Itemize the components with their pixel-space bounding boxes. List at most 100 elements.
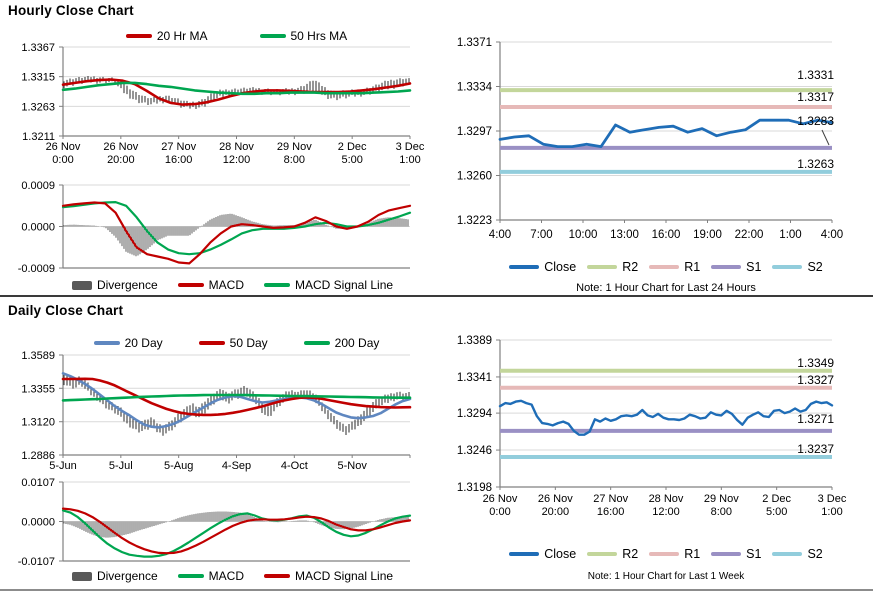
legend-label: Divergence — [96, 569, 158, 583]
x-axis-label: 4-Oct — [281, 460, 308, 472]
legend-item-divergence: Divergence — [71, 278, 158, 292]
x-axis-label: 5:00 — [766, 506, 787, 518]
x-axis-label: 28 Nov — [649, 493, 684, 505]
y-axis-label: 0.0107 — [21, 477, 55, 489]
legend-label: 200 Day — [334, 336, 380, 350]
legend-line-swatch-icon — [125, 34, 152, 38]
x-axis-label: 7:00 — [530, 229, 552, 241]
legend-item-macd: MACD — [177, 569, 244, 583]
x-axis-label: 5-Aug — [164, 460, 193, 472]
x-axis-label: 20:00 — [542, 506, 570, 518]
x-axis-label: 1:00 — [779, 229, 801, 241]
legend-item-close: Close — [509, 260, 576, 274]
series-line-20-day — [61, 371, 412, 429]
x-axis-label: 2 Dec — [762, 493, 791, 505]
legend-label: MACD Signal Line — [295, 278, 394, 292]
x-axis-label: 5-Nov — [337, 460, 367, 472]
x-axis-label: 26 Nov — [483, 493, 518, 505]
x-axis-label: 2 Dec — [338, 141, 367, 153]
legend-item-divergence: Divergence — [71, 569, 158, 583]
legend-label: 50 Hrs MA — [290, 29, 348, 43]
legend-line-swatch-icon — [711, 265, 742, 269]
x-axis-label: 1:00 — [399, 154, 420, 166]
legend-label: MACD — [208, 278, 244, 292]
x-axis-label: 26 Nov — [46, 141, 81, 153]
y-axis-label: 1.3389 — [457, 335, 492, 347]
legend-line-swatch-icon — [772, 265, 803, 269]
y-axis-label: 0.0000 — [21, 517, 55, 529]
x-axis-label: 16:00 — [165, 154, 193, 166]
x-axis-label: 0:00 — [489, 506, 510, 518]
y-axis-label: 1.3246 — [457, 445, 492, 457]
x-axis-label: 28 Nov — [219, 141, 254, 153]
daily-pivot-legend: Close R2 R1 S1 S2 — [496, 547, 836, 561]
legend-line-swatch-icon — [177, 574, 204, 578]
x-axis-label: 16:00 — [597, 506, 625, 518]
legend-label: S2 — [807, 260, 823, 274]
hourly-pivot-chart: 1.3371 1.3334 1.3297 1.3260 1.3223 4:00 7:00 10… — [457, 37, 843, 241]
hourly-macd-legend: Divergence MACD MACD Signal Line — [55, 278, 410, 292]
legend-label: MACD — [208, 569, 244, 583]
legend-label: R2 — [622, 260, 639, 274]
y-axis-label: 1.2886 — [21, 450, 55, 462]
x-axis-label: 5-Jun — [49, 460, 77, 472]
legend-item-r1: R1 — [649, 547, 700, 561]
hourly-macd-chart: 0.0009 0.0000 -0.0009 — [18, 180, 412, 275]
x-axis-label: 26 Nov — [103, 141, 138, 153]
y-axis-label: 1.3211 — [22, 131, 55, 143]
y-axis-label: 1.3367 — [21, 42, 55, 54]
y-axis-label: 1.3223 — [457, 215, 492, 227]
pivot-value-label-s1: 1.3283 — [797, 114, 834, 128]
legend-line-swatch-icon — [177, 283, 204, 287]
pivot-value-label-r2: 1.3331 — [797, 68, 834, 82]
legend-item-s1: S1 — [711, 547, 761, 561]
pivot-callout-line — [821, 129, 830, 146]
x-axis-label: 29 Nov — [704, 493, 739, 505]
legend-label: R1 — [684, 547, 701, 561]
legend-item-200-day: 200 Day — [303, 336, 380, 350]
hourly-pivot-legend: Close R2 R1 S1 S2 — [496, 260, 836, 274]
x-axis-label: 27 Nov — [593, 493, 628, 505]
legend-line-swatch-icon — [649, 552, 680, 556]
pivot-value-label-s2: 1.3237 — [797, 442, 834, 456]
y-axis-label: 1.3341 — [457, 372, 492, 384]
y-axis-label: 0.0009 — [21, 180, 55, 192]
legend-item-close: Close — [509, 547, 576, 561]
pivot-value-label-r2: 1.3349 — [797, 356, 834, 370]
legend-line-swatch-icon — [509, 265, 540, 269]
legend-label: 20 Hr MA — [156, 29, 208, 43]
series-line-macd — [61, 509, 412, 558]
legend-line-swatch-icon — [259, 34, 286, 38]
legend-line-swatch-icon — [93, 341, 120, 345]
legend-item-20-hr-ma: 20 Hr MA — [125, 29, 208, 43]
daily-pivot-note: Note: 1 Hour Chart for Last 1 Week — [587, 571, 745, 582]
x-axis-label: 16:00 — [652, 229, 681, 241]
daily-section-title: Daily Close Chart — [8, 303, 124, 318]
x-axis-label: 1:00 — [821, 506, 842, 518]
x-axis-label: 20:00 — [107, 154, 135, 166]
hourly-close-legend: 20 Hr MA 50 Hrs MA — [63, 29, 410, 43]
legend-label: R2 — [622, 547, 639, 561]
legend-line-swatch-icon — [587, 552, 618, 556]
x-axis-label: 22:00 — [735, 229, 764, 241]
y-axis-label: 1.3263 — [21, 101, 55, 113]
legend-item-r2: R2 — [587, 547, 638, 561]
legend-item-s2: S2 — [772, 260, 823, 274]
legend-line-swatch-icon — [264, 574, 290, 578]
y-axis-label: 1.3294 — [457, 408, 493, 420]
y-axis-label: 1.3334 — [457, 82, 493, 94]
legend-label: MACD Signal Line — [295, 569, 394, 583]
x-axis-label: 4-Sep — [222, 460, 251, 472]
legend-line-swatch-icon — [303, 341, 330, 345]
series-line-macd-signal-line — [61, 201, 412, 256]
x-axis-label: 8:00 — [284, 154, 305, 166]
pivot-value-label-s1: 1.3271 — [797, 412, 834, 426]
legend-item-50-hrs-ma: 50 Hrs MA — [259, 29, 348, 43]
series-line-macd — [61, 201, 412, 265]
x-axis-label: 13:00 — [610, 229, 639, 241]
y-axis-label: -0.0009 — [18, 263, 55, 275]
x-axis-label: 4:00 — [821, 229, 843, 241]
